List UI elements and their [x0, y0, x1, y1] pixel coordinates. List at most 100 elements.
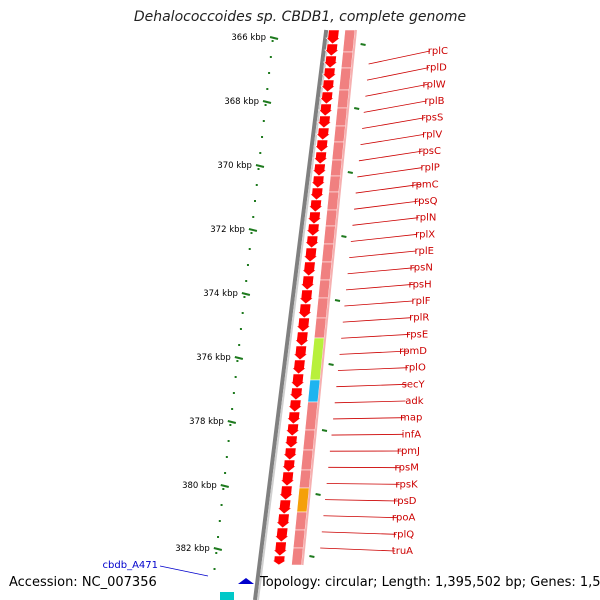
gene-label-rpsS: rpsS	[421, 113, 443, 124]
gene-leader	[336, 383, 407, 388]
gene-arrow	[289, 373, 306, 389]
gene-label-rpsE: rpsE	[406, 329, 428, 340]
gene-label-infA: infA	[402, 429, 422, 440]
cds-segment	[333, 125, 346, 143]
gene-label-rplX: rplX	[415, 229, 435, 240]
gene-arrow	[284, 423, 301, 437]
tick-label: 374 kbp	[203, 289, 238, 299]
gene-leader	[352, 217, 419, 226]
tick-label: 366 kbp	[231, 33, 266, 43]
dot-mark	[229, 424, 232, 426]
gene-leader	[362, 117, 426, 129]
dot-mark	[218, 520, 221, 522]
dot-mark	[252, 216, 255, 218]
gene-label-rpsM: rpsM	[395, 463, 419, 474]
dot-mark	[264, 104, 267, 106]
gene-label-rplV: rplV	[422, 129, 442, 140]
dot-mark	[269, 56, 272, 58]
gene-label-rplF: rplF	[412, 296, 431, 307]
gene-arrow	[282, 447, 299, 461]
gene-arrow	[324, 43, 340, 57]
gene-arrow	[278, 485, 294, 501]
gene-label-rplW: rplW	[423, 79, 446, 90]
gene-leader	[326, 483, 400, 485]
gene-label-rpsQ: rpsQ	[414, 196, 438, 207]
minor-tick	[328, 363, 334, 366]
gene-arrow	[305, 223, 322, 237]
gene-arrow	[315, 127, 332, 141]
cds-segment	[336, 89, 350, 109]
dot-mark	[248, 248, 251, 250]
tick-mark	[227, 420, 237, 424]
cds-segment	[298, 469, 312, 489]
gene-arrow	[321, 67, 338, 81]
gene-label-rpsD: rpsD	[393, 496, 417, 507]
gene-label-rplR: rplR	[409, 313, 429, 324]
dot-mark	[234, 376, 237, 378]
tick-label: 382 kbp	[175, 544, 210, 554]
minor-tick	[354, 107, 360, 110]
minor-tick	[347, 171, 353, 174]
gene-arrow	[276, 499, 293, 515]
cds-segment	[319, 261, 333, 281]
backbone-line	[253, 29, 329, 600]
feature-arrow-marker	[238, 578, 254, 584]
dot-mark	[257, 168, 260, 170]
gene-arrow	[322, 55, 339, 69]
gene-arrow	[297, 303, 313, 319]
gene-arrow	[310, 175, 327, 189]
gene-arrow	[287, 399, 304, 413]
gene-arrow	[299, 275, 316, 291]
dot-mark	[238, 344, 241, 346]
dot-mark	[266, 88, 269, 90]
dot-mark	[250, 232, 253, 234]
dot-mark	[225, 456, 228, 458]
gene-arrow	[312, 151, 329, 165]
dot-mark	[262, 120, 265, 122]
accession-text: Accession: NC_007356	[9, 575, 157, 590]
gene-label-truA: truA	[392, 546, 413, 557]
cds-segment	[300, 449, 314, 471]
cds-segment	[330, 159, 343, 177]
cds-segment	[323, 225, 336, 245]
cds-segment	[340, 51, 354, 69]
gene-label-rplE: rplE	[414, 246, 434, 257]
dot-mark	[239, 328, 242, 330]
dot-mark	[241, 312, 244, 314]
gene-leader	[320, 547, 396, 552]
gene-arrow	[311, 163, 328, 177]
cds-segment	[335, 107, 348, 127]
cds-segment	[313, 317, 327, 339]
gene-arrow	[308, 199, 324, 213]
gene-arrow	[316, 115, 333, 129]
gene-label-rpmC: rpmC	[411, 179, 438, 190]
cds-segment	[317, 279, 331, 299]
gene-leader	[349, 250, 417, 258]
tick-label: 378 kbp	[189, 417, 224, 427]
gene-leader	[347, 267, 415, 275]
gene-label-rpsH: rpsH	[408, 279, 431, 290]
dot-mark	[231, 408, 234, 410]
gene-arrow	[271, 555, 288, 566]
gene-arrow	[279, 471, 296, 487]
tick-label: 370 kbp	[217, 161, 252, 171]
gene-leader	[363, 100, 427, 113]
gene-leader	[344, 300, 413, 307]
dot-mark	[227, 440, 230, 442]
cds-segment	[326, 191, 340, 211]
gene-arrow	[295, 317, 312, 333]
gene-label-rpmJ: rpmJ	[397, 446, 420, 457]
cds-segment	[291, 547, 304, 566]
tick-label: 376 kbp	[196, 353, 231, 363]
cds-segment	[294, 511, 308, 531]
dot-mark	[213, 568, 216, 570]
gene-label-rplC: rplC	[428, 46, 448, 57]
gene-arrow	[291, 359, 307, 375]
gene-label-secY: secY	[402, 379, 426, 390]
gene-arrow	[288, 387, 305, 401]
cds-segment	[325, 209, 338, 227]
gene-leader	[337, 367, 408, 371]
tick-mark	[262, 100, 272, 104]
tick-mark	[220, 484, 230, 488]
